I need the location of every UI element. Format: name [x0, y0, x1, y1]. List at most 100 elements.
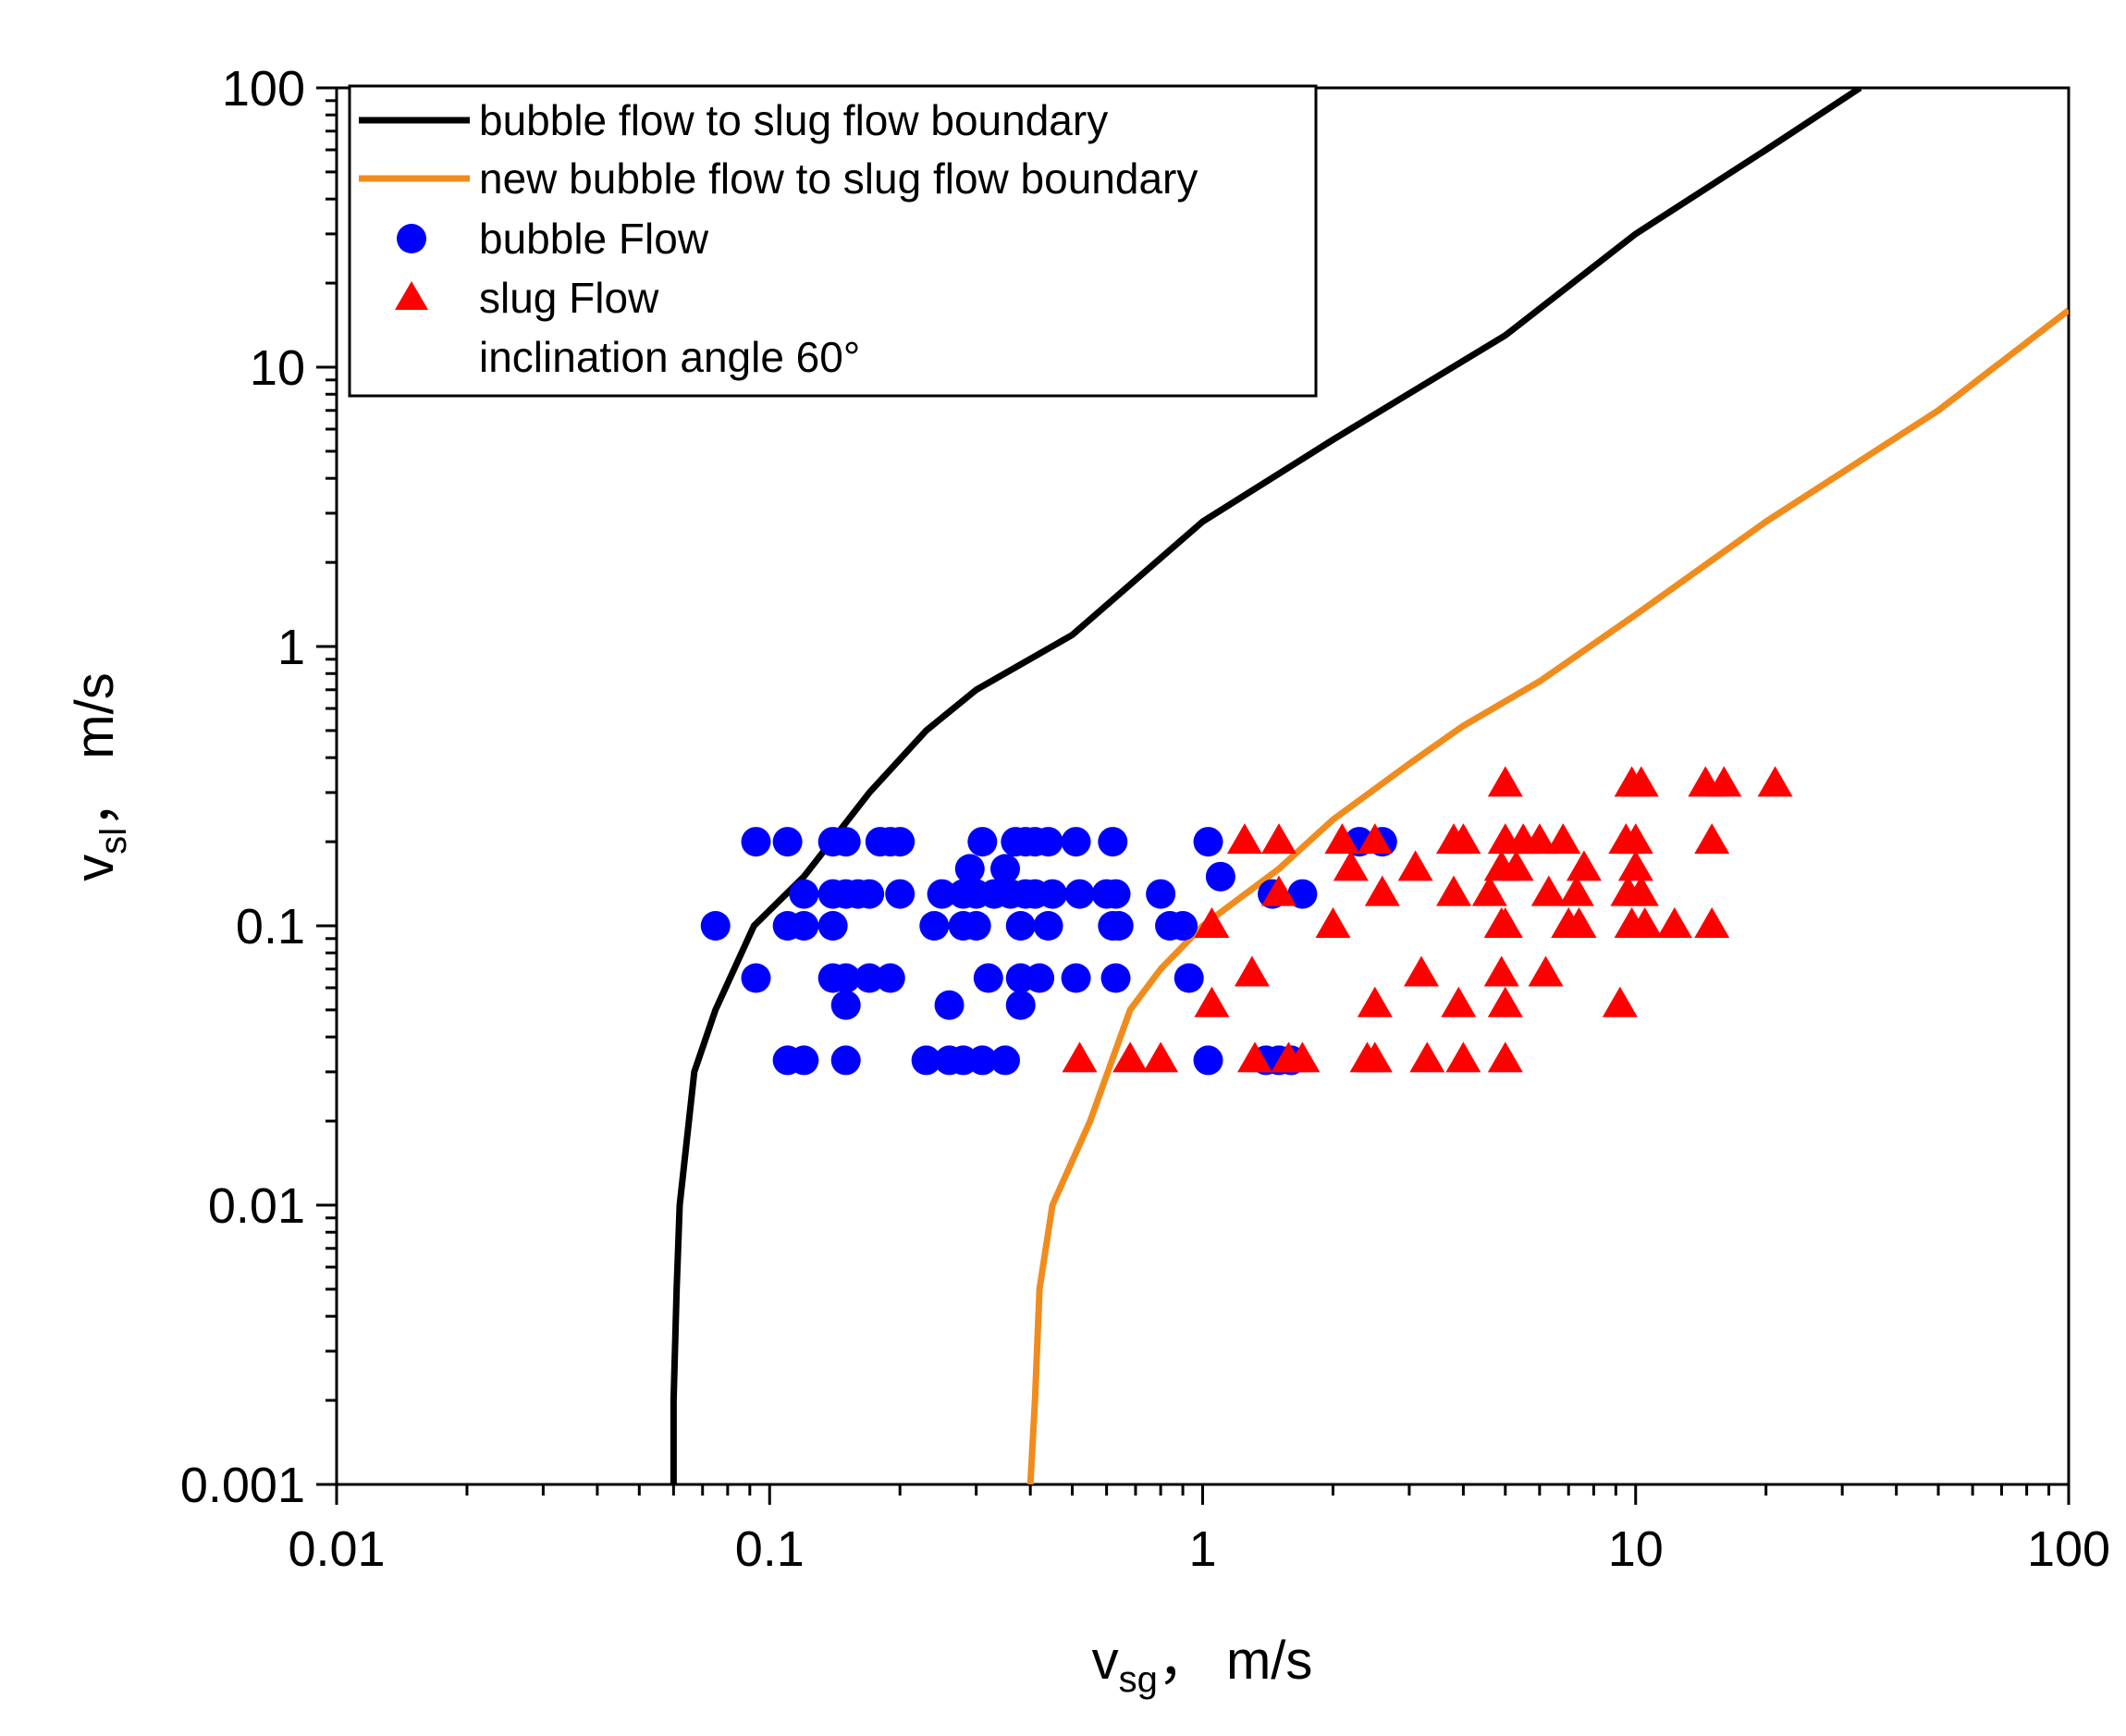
- slug-flow-point: [1530, 875, 1567, 906]
- slug-flow-point: [1143, 1041, 1179, 1073]
- slug-flow-point: [1112, 1041, 1149, 1073]
- bubble-flow-point: [973, 963, 1003, 993]
- x-axis-label-unit: ， m/s: [1158, 1631, 1313, 1691]
- slug-flow-point: [1333, 850, 1369, 881]
- slug-flow-point: [1409, 1041, 1445, 1073]
- slug-flow-point: [1617, 823, 1653, 855]
- bubble-flow-point: [1005, 911, 1036, 941]
- slug-flow-point: [1498, 850, 1534, 881]
- bubble-flow-point: [1100, 879, 1131, 909]
- slug-flow-point: [1558, 875, 1594, 906]
- bubble-flow-point: [1061, 963, 1091, 993]
- bubble-flow-point: [830, 1045, 861, 1076]
- bubble-flow-point: [1174, 963, 1204, 993]
- axis-tick-labels: 0.01 0.1 1 10 100 0.001 0.01 0.1 1 10 100: [180, 61, 2110, 1577]
- bubble-flow-point: [919, 911, 950, 941]
- bubble-flow-point: [854, 963, 885, 993]
- bubble-flow-point: [1061, 827, 1091, 857]
- legend-label-boundary: bubble flow to slug flow boundary: [479, 96, 1108, 144]
- bubble-flow-point: [961, 911, 991, 941]
- y-tick-label: 0.001: [180, 1458, 305, 1513]
- legend-label-bubble-flow: bubble Flow: [479, 215, 709, 263]
- bubble-flow-point: [1193, 827, 1223, 857]
- slug-flow-point: [1694, 907, 1730, 938]
- bubble-flow-point: [817, 911, 848, 941]
- slug-flow-point: [1487, 907, 1523, 938]
- slug-flow-point: [1757, 766, 1793, 797]
- y-tick-label: 0.1: [236, 899, 305, 954]
- bubble-flow-point: [700, 911, 731, 941]
- data-points: [700, 766, 1793, 1076]
- slug-flow-point: [1397, 850, 1433, 881]
- slug-flow-point: [1471, 875, 1507, 906]
- bubble-flow-point: [1033, 827, 1063, 857]
- slug-flow-point: [1602, 986, 1638, 1017]
- x-tick-label: 10: [1608, 1521, 1664, 1577]
- y-tick-label: 1: [277, 620, 305, 675]
- bubble-flow-point: [741, 963, 771, 993]
- slug-flow-point: [1226, 823, 1262, 855]
- x-axis-label-sub: sg: [1119, 1659, 1158, 1700]
- bubble-flow-point: [1098, 827, 1128, 857]
- slug-flow-point: [1623, 766, 1659, 797]
- bubble-flow-point: [967, 1045, 998, 1076]
- bubble-flow-point: [1205, 861, 1235, 892]
- legend-box: [348, 84, 1318, 398]
- y-axis-label-sub: sl: [93, 828, 134, 855]
- legend-swatch-circle-marker: [397, 224, 426, 253]
- x-tick-label: 0.1: [735, 1521, 805, 1577]
- bubble-flow-point: [1033, 911, 1063, 941]
- slug-flow-point: [1324, 823, 1360, 855]
- slug-flow-point: [1566, 850, 1602, 881]
- bubble-flow-point: [1064, 879, 1095, 909]
- svg-text:vsl， m/s: vsl， m/s: [65, 672, 134, 880]
- y-tick-label: 100: [222, 61, 305, 117]
- bubble-flow-point: [934, 990, 965, 1020]
- bubble-flow-point: [1100, 963, 1131, 993]
- slug-flow-point: [1315, 907, 1351, 938]
- bubble-flow-point: [875, 963, 905, 993]
- bubble-flow-point: [967, 827, 998, 857]
- slug-flow-point: [1545, 823, 1581, 855]
- slug-flow-point: [1623, 875, 1659, 906]
- slug-flow-point: [1445, 823, 1481, 855]
- bubble-flow-point: [741, 827, 771, 857]
- bubble-flow-point: [1193, 1045, 1223, 1076]
- slug-flow-point: [1237, 1041, 1272, 1073]
- slug-flow-point: [1404, 955, 1439, 987]
- slug-flow-point: [1261, 875, 1296, 906]
- boundary-line: [1026, 307, 2069, 1484]
- slug-flow-point: [1627, 907, 1663, 938]
- slug-flow-point: [1062, 1041, 1098, 1073]
- bubble-flow-point: [830, 990, 861, 1020]
- x-tick-label: 100: [2027, 1521, 2110, 1577]
- bubble-flow-point: [854, 879, 885, 909]
- bubble-flow-point: [1168, 911, 1198, 941]
- slug-flow-point: [1436, 875, 1471, 906]
- slug-flow-point: [1194, 986, 1230, 1017]
- y-axis-label-unit: ， m/s: [65, 672, 125, 828]
- y-axis-label-main: v: [65, 855, 125, 881]
- slug-flow-point: [1483, 955, 1519, 987]
- bubble-flow-point: [1103, 911, 1134, 941]
- legend: bubble flow to slug flow boundary new bu…: [348, 84, 1318, 398]
- y-tick-label: 10: [250, 340, 305, 396]
- legend-swatch-triangle-marker: [395, 281, 428, 310]
- y-tick-label: 0.01: [208, 1178, 305, 1234]
- slug-flow-point: [1487, 766, 1523, 797]
- bubble-flow-point: [830, 827, 861, 857]
- bubble-flow-point: [789, 879, 819, 909]
- slug-flow-point: [1194, 907, 1230, 938]
- slug-flow-point: [1284, 1041, 1321, 1073]
- slug-flow-point: [1364, 875, 1400, 906]
- slug-flow-point: [1487, 1041, 1523, 1073]
- bubble-flow-point: [954, 854, 985, 884]
- slug-flow-point: [1445, 1041, 1481, 1073]
- legend-label-new-boundary: new bubble flow to slug flow boundary: [479, 154, 1198, 203]
- slug-flow-point: [1656, 907, 1692, 938]
- slug-flow-point: [1617, 850, 1653, 881]
- slug-flow-point: [1441, 986, 1477, 1017]
- bubble-flow-point: [1025, 963, 1055, 993]
- bubble-flow-point: [911, 1045, 941, 1076]
